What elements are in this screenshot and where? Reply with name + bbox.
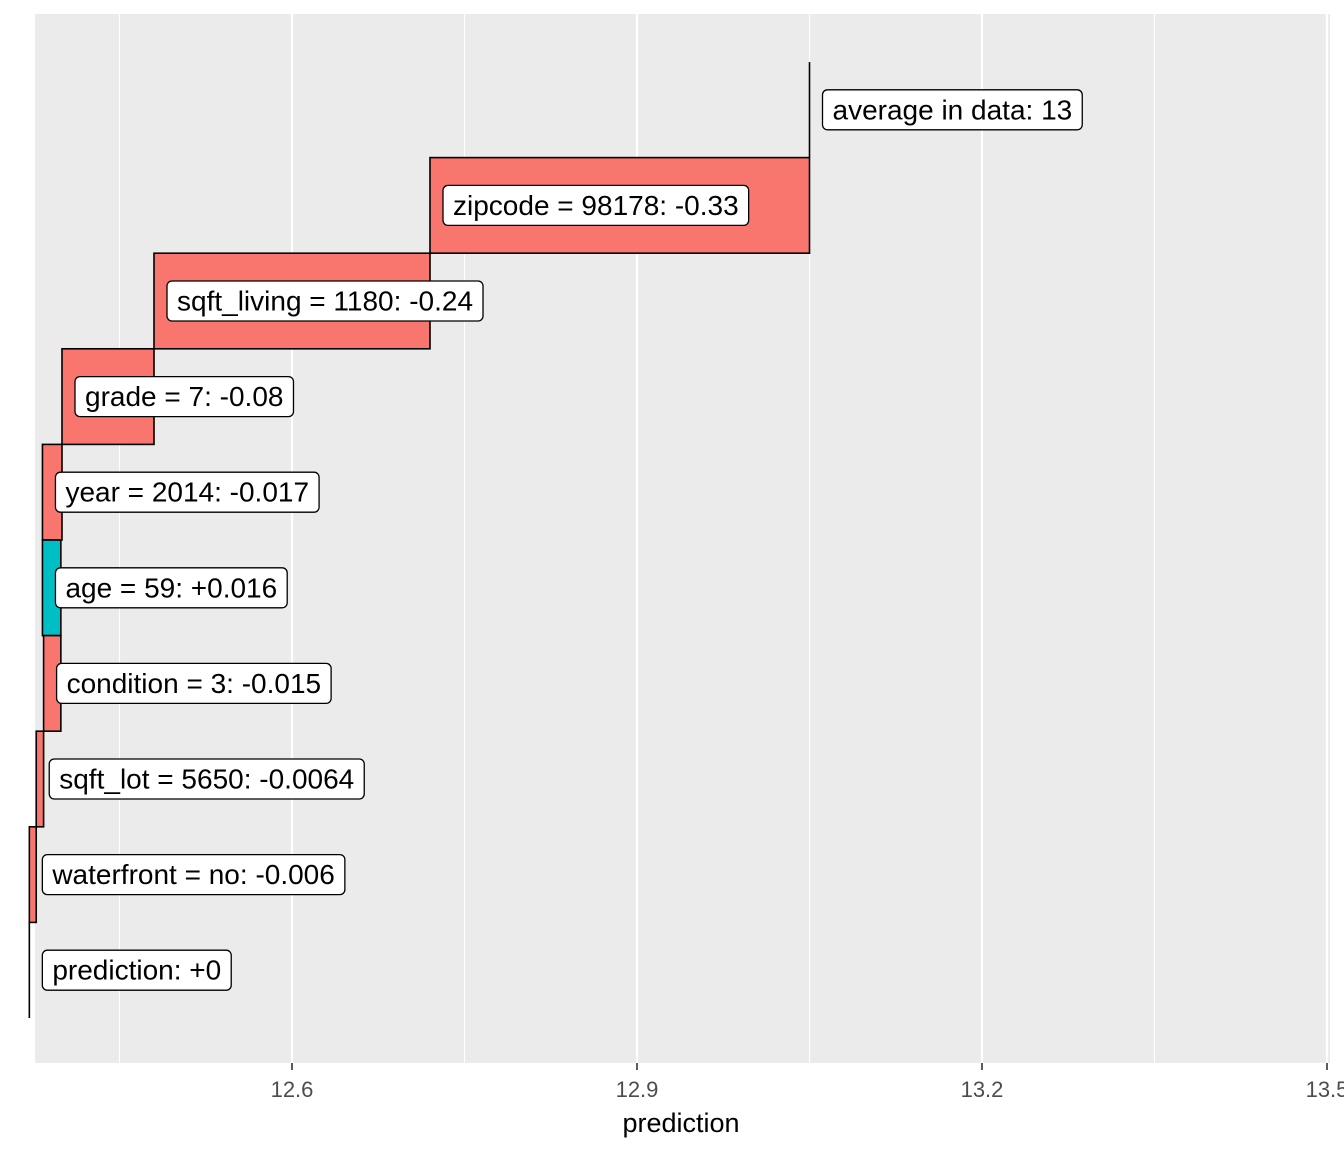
step-label-box bbox=[48, 758, 365, 800]
step-label-text: sqft_lot = 5650: -0.0064 bbox=[59, 764, 354, 795]
step-label-text: zipcode = 98178: -0.33 bbox=[453, 190, 739, 221]
step-label-box bbox=[54, 471, 320, 513]
step-label-box bbox=[166, 280, 484, 322]
step-label: waterfront = no: -0.006 bbox=[41, 853, 346, 896]
step-labels: average in data: 13 zipcode = 98178: -0.3… bbox=[41, 89, 1083, 991]
step-label-text: condition = 3: -0.015 bbox=[67, 668, 322, 699]
step-label: year = 2014: -0.017 bbox=[54, 471, 320, 513]
x-tick-label: 13.5 bbox=[1306, 1077, 1344, 1102]
step-label: prediction: +0 bbox=[41, 949, 232, 991]
step-label: average in data: 13 bbox=[821, 89, 1083, 131]
x-tick-label: 12.6 bbox=[271, 1077, 314, 1102]
step-label: zipcode = 98178: -0.33 bbox=[442, 184, 750, 227]
x-axis-ticks: 12.6 12.9 13.2 13.5 bbox=[271, 1063, 1344, 1102]
step-label-box bbox=[821, 89, 1083, 131]
waterfall-bar bbox=[28, 825, 38, 924]
step-label-text: prediction: +0 bbox=[52, 955, 221, 986]
step-label-text: waterfront = no: -0.006 bbox=[51, 859, 335, 890]
step-label-text: age = 59: +0.016 bbox=[65, 572, 277, 603]
step-label: sqft_living = 1180: -0.24 bbox=[166, 280, 484, 322]
step-label-text: grade = 7: -0.08 bbox=[85, 381, 283, 412]
step-label-box bbox=[41, 949, 232, 991]
step-label-text: average in data: 13 bbox=[833, 94, 1073, 125]
step-label: condition = 3: -0.015 bbox=[55, 662, 332, 705]
x-axis-title: prediction bbox=[622, 1108, 739, 1138]
step-label-box bbox=[54, 567, 288, 609]
step-label-box bbox=[55, 662, 332, 705]
step-label-box bbox=[442, 184, 750, 227]
step-label-text: sqft_living = 1180: -0.24 bbox=[177, 286, 473, 317]
x-tick-label: 13.2 bbox=[961, 1077, 1004, 1102]
waterfall-bar bbox=[35, 730, 45, 828]
step-label-text: year = 2014: -0.017 bbox=[65, 477, 309, 508]
step-label: age = 59: +0.016 bbox=[54, 567, 288, 609]
x-tick-label: 12.9 bbox=[616, 1077, 659, 1102]
step-label: grade = 7: -0.08 bbox=[74, 375, 295, 418]
step-label: sqft_lot = 5650: -0.0064 bbox=[48, 758, 365, 800]
step-label-box bbox=[74, 375, 295, 418]
step-label-box bbox=[41, 853, 346, 896]
